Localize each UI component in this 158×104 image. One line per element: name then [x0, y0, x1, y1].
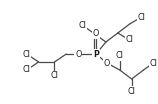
Text: Cl: Cl: [138, 12, 146, 22]
Text: Cl: Cl: [149, 58, 157, 67]
Text: Cl: Cl: [116, 51, 124, 61]
Text: Cl: Cl: [78, 20, 86, 30]
Text: Cl: Cl: [51, 72, 58, 80]
Text: Cl: Cl: [126, 35, 134, 45]
Text: O: O: [93, 30, 99, 38]
Text: P: P: [93, 50, 99, 58]
Text: Cl: Cl: [128, 87, 136, 95]
Text: Cl: Cl: [23, 66, 31, 74]
Text: O: O: [104, 58, 110, 67]
Text: O: O: [75, 50, 81, 58]
Text: Cl: Cl: [23, 50, 31, 58]
